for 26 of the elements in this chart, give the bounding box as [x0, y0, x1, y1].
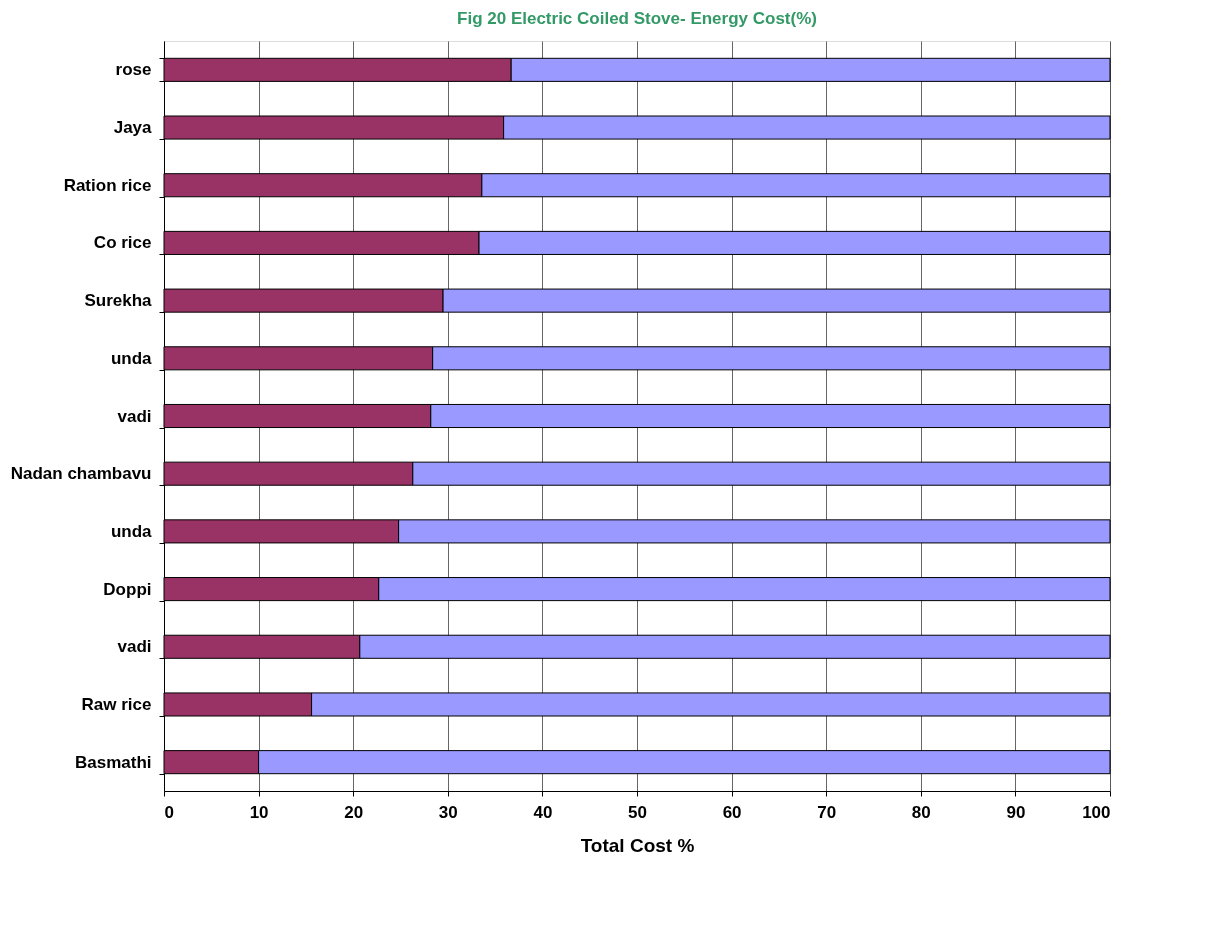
y-tick-label: Surekha [84, 291, 153, 311]
y-tick-label: Jaya [113, 118, 153, 138]
y-tick-label: vadi [117, 637, 152, 657]
x-tick-label: 30 [438, 802, 458, 822]
y-tick-label: Basmathi [74, 752, 152, 772]
y-tick-label: vadi [117, 406, 152, 426]
x-tick-label: 50 [628, 802, 647, 822]
y-tick-label: Raw rice [81, 694, 152, 714]
x-tick-label: 40 [533, 802, 553, 822]
x-tick-label: 10 [249, 802, 269, 822]
x-tick-label: 60 [722, 802, 742, 822]
x-tick-label: 80 [911, 802, 931, 822]
x-tick-label: 90 [1006, 802, 1026, 822]
x-tick-label: 70 [817, 802, 837, 822]
y-tick-label: rose [115, 60, 152, 80]
y-tick-label: Ration rice [63, 175, 152, 195]
y-tick-label: unda [110, 521, 153, 541]
x-tick-label: 20 [344, 802, 364, 822]
x-tick-label: 0 [164, 802, 174, 822]
y-tick-label: Doppi [103, 579, 152, 599]
y-tick-label: Nadan chambavu [10, 464, 152, 484]
y-tick-label: unda [110, 348, 153, 368]
y-tick-label: Co rice [93, 233, 152, 253]
x-axis-title: Total Cost % [580, 834, 695, 856]
chart-title: Fig 20 Electric Coiled Stove- Energy Cost(%) [457, 9, 817, 28]
x-tick-label: 100 [1082, 802, 1111, 822]
